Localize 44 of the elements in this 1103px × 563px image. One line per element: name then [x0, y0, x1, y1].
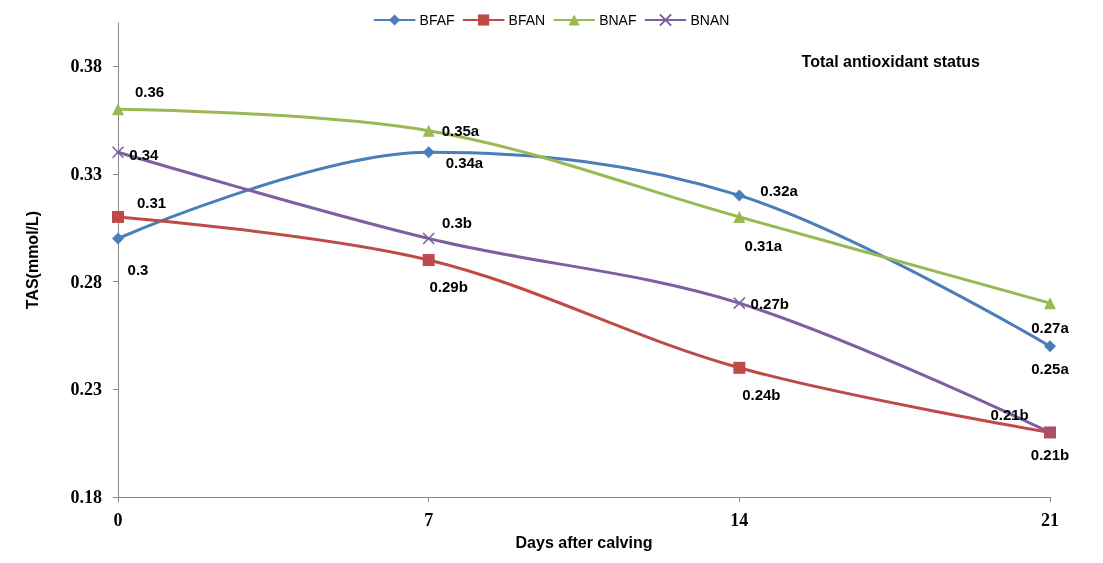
point — [112, 103, 124, 116]
data-label: 0.3b — [441, 214, 472, 231]
point — [1044, 297, 1056, 310]
point — [112, 232, 124, 245]
x-tick-label: 0 — [113, 510, 123, 531]
point — [422, 232, 435, 245]
data-label: 0.34 — [129, 145, 160, 163]
point — [112, 210, 124, 223]
point — [1044, 340, 1056, 353]
point — [733, 361, 746, 374]
x-tick-label: 7 — [424, 510, 434, 531]
text: Total antioxidant status — [801, 52, 981, 70]
data-label: 0.36 — [135, 82, 165, 100]
data-label: 0.21b — [1030, 446, 1070, 464]
x-tick-label: 14 — [730, 510, 749, 531]
data-label: 0.31a — [744, 236, 783, 254]
data-label: 0.24b — [742, 385, 781, 403]
point — [111, 146, 125, 159]
y-tick-label: 0.23 — [70, 379, 102, 400]
y-tick-label: 0.28 — [70, 271, 102, 292]
y-tick-label: 0.33 — [70, 163, 102, 184]
data-label: 0.3 — [127, 260, 149, 278]
data-label: 0.27b — [750, 294, 789, 312]
data-label: 0.29b — [429, 278, 468, 296]
x-axis-title: Days after calving — [515, 533, 653, 551]
data-label: 0.25a — [1031, 360, 1070, 378]
legend-label: BFAN — [508, 12, 546, 28]
data-label: 0.27a — [1031, 319, 1070, 337]
point — [422, 254, 435, 267]
point — [733, 210, 746, 223]
data-label: 0.31 — [137, 194, 167, 212]
data-label: 0.34a — [445, 153, 484, 171]
x-tick-label: 21 — [1041, 510, 1059, 531]
legend-label: BNAF — [599, 12, 637, 28]
data-label: 0.32a — [760, 181, 799, 199]
y-tick-label: 0.18 — [70, 487, 102, 508]
legend-label: BFAF — [419, 12, 455, 28]
y-tick-label: 0.38 — [70, 56, 102, 77]
point — [733, 189, 746, 202]
y-axis-title: TAS(mmol/L) — [23, 210, 41, 310]
point — [733, 296, 746, 310]
legend-label: BNAN — [690, 12, 730, 28]
point — [422, 124, 435, 137]
data-label: 0.35a — [441, 122, 480, 140]
